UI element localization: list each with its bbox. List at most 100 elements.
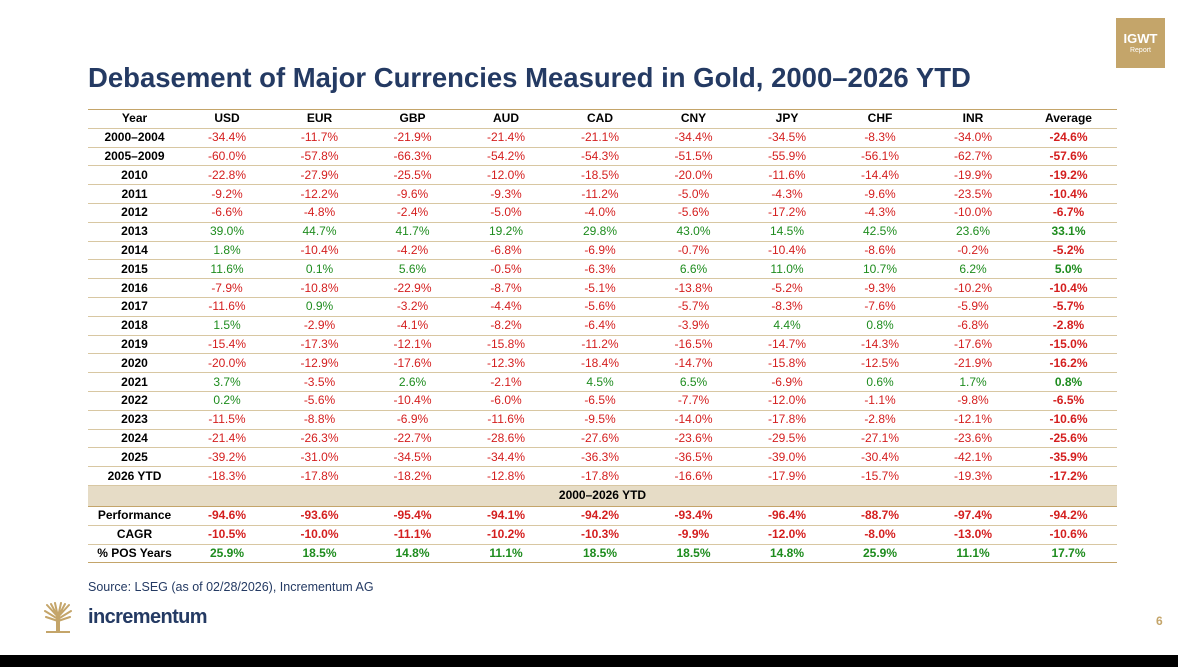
tree-logo-icon	[44, 602, 72, 633]
column-header: JPY	[740, 109, 834, 129]
average-cell: -5.2%	[1020, 241, 1117, 261]
average-cell: -19.2%	[1020, 165, 1117, 186]
average-cell: -17.2%	[1020, 466, 1117, 486]
average-cell: -10.6%	[1020, 410, 1117, 430]
table-row: 2005–2009 -60.0% -57.8% -66.3% -54.2% -54.3% -…	[88, 147, 1117, 167]
summary-row: Performance -94.6% -93.6% -95.4% -94.1% -94.2…	[88, 506, 1117, 526]
column-header: AUD	[459, 109, 553, 129]
table-row: 2010 -22.8% -27.9% -25.5% -12.0% -18.5% -20.0%…	[88, 165, 1117, 186]
value-cell: -16.6%	[647, 466, 740, 486]
year-cell: 2017	[88, 297, 181, 317]
value-cell: 2.6%	[366, 372, 459, 392]
value-cell: 11.1%	[459, 544, 553, 564]
page-number: 6	[1156, 614, 1163, 628]
section-row: 2000–2026 YTD	[88, 484, 1117, 507]
value-cell: -21.1%	[553, 128, 647, 148]
value-cell: -12.2%	[273, 184, 366, 204]
value-cell: -5.6%	[553, 297, 647, 317]
value-cell: 42.5%	[834, 222, 926, 242]
value-cell: -17.8%	[273, 466, 366, 486]
value-cell: -15.4%	[181, 335, 273, 355]
value-cell: 18.5%	[553, 544, 647, 564]
value-cell: -14.7%	[740, 335, 834, 355]
value-cell: -8.2%	[459, 316, 553, 336]
table-row: 2023 -11.5% -8.8% -6.9% -11.6% -9.5% -14.0% -17…	[88, 410, 1117, 430]
value-cell: -0.7%	[647, 241, 740, 261]
value-cell: -18.4%	[553, 353, 647, 374]
year-cell: 2011	[88, 184, 181, 204]
value-cell: -12.0%	[740, 391, 834, 411]
column-header: INR	[926, 109, 1020, 129]
value-cell: -5.1%	[553, 278, 647, 298]
value-cell: -27.6%	[553, 429, 647, 449]
value-cell: -31.0%	[273, 447, 366, 468]
value-cell: -34.0%	[926, 128, 1020, 148]
column-header: CHF	[834, 109, 926, 129]
value-cell: -6.8%	[926, 316, 1020, 336]
value-cell: -6.5%	[553, 391, 647, 411]
metric-label: Performance	[88, 506, 181, 526]
value-cell: -10.4%	[740, 241, 834, 261]
year-cell: 2005–2009	[88, 147, 181, 167]
average-cell: -57.6%	[1020, 147, 1117, 167]
value-cell: 39.0%	[181, 222, 273, 242]
value-cell: -10.4%	[273, 241, 366, 261]
value-cell: -8.6%	[834, 241, 926, 261]
value-cell: -10.0%	[273, 525, 366, 545]
table-row: 2013 39.0% 44.7% 41.7% 19.2% 29.8% 43.0% 14.5% 4…	[88, 222, 1117, 242]
year-cell: 2021	[88, 372, 181, 392]
table-row: 2011 -9.2% -12.2% -9.6% -9.3% -11.2% -5.0% -4.3…	[88, 184, 1117, 204]
value-cell: -9.3%	[834, 278, 926, 298]
value-cell: 14.8%	[740, 544, 834, 564]
value-cell: 0.6%	[834, 372, 926, 392]
average-cell: -10.6%	[1020, 525, 1117, 545]
table-header-row: Year USD EUR GBP AUD CAD CNY JPY CHF INR Average	[88, 109, 1117, 129]
value-cell: -34.5%	[366, 447, 459, 468]
value-cell: -14.7%	[647, 353, 740, 374]
value-cell: -34.4%	[459, 447, 553, 468]
value-cell: -6.9%	[553, 241, 647, 261]
currency-debasement-table: Year USD EUR GBP AUD CAD CNY JPY CHF INR Average 2…	[88, 109, 1117, 564]
column-header: Average	[1020, 109, 1117, 129]
average-cell: -6.5%	[1020, 391, 1117, 411]
table-row: 2026 YTD -18.3% -17.8% -18.2% -12.8% -17.8% -1…	[88, 466, 1117, 486]
average-cell: 0.8%	[1020, 372, 1117, 392]
value-cell: -5.0%	[647, 184, 740, 204]
value-cell: -10.2%	[926, 278, 1020, 298]
value-cell: -15.8%	[459, 335, 553, 355]
table-row: 2022 0.2% -5.6% -10.4% -6.0% -6.5% -7.7% -12.0%…	[88, 391, 1117, 411]
value-cell: -10.4%	[366, 391, 459, 411]
value-cell: -22.7%	[366, 429, 459, 449]
value-cell: -21.4%	[181, 429, 273, 449]
value-cell: -22.9%	[366, 278, 459, 298]
summary-row: CAGR -10.5% -10.0% -11.1% -10.2% -10.3% -9.9% -…	[88, 525, 1117, 545]
value-cell: -66.3%	[366, 147, 459, 167]
value-cell: 44.7%	[273, 222, 366, 242]
value-cell: -8.8%	[273, 410, 366, 430]
year-cell: 2024	[88, 429, 181, 449]
table-row: 2020 -20.0% -12.9% -17.6% -12.3% -18.4% -14.7%…	[88, 353, 1117, 374]
year-cell: 2022	[88, 391, 181, 411]
value-cell: 19.2%	[459, 222, 553, 242]
year-cell: 2015	[88, 259, 181, 280]
value-cell: 0.9%	[273, 297, 366, 317]
table-row: 2025 -39.2% -31.0% -34.5% -34.4% -36.3% -36.5%…	[88, 447, 1117, 468]
value-cell: -5.9%	[926, 297, 1020, 317]
value-cell: -36.3%	[553, 447, 647, 468]
year-cell: 2010	[88, 165, 181, 186]
year-cell: 2023	[88, 410, 181, 430]
value-cell: -8.3%	[740, 297, 834, 317]
value-cell: -3.5%	[273, 372, 366, 392]
average-cell: -16.2%	[1020, 353, 1117, 374]
value-cell: -12.9%	[273, 353, 366, 374]
value-cell: -21.9%	[366, 128, 459, 148]
value-cell: -94.1%	[459, 506, 553, 526]
average-cell: -2.8%	[1020, 316, 1117, 336]
table-row: 2015 11.6% 0.1% 5.6% -0.5% -6.3% 6.6% 11.0% 10.7…	[88, 259, 1117, 280]
value-cell: -0.2%	[926, 241, 1020, 261]
value-cell: -7.7%	[647, 391, 740, 411]
badge-subtitle: Report	[1129, 47, 1151, 54]
value-cell: -17.6%	[366, 353, 459, 374]
value-cell: -23.6%	[647, 429, 740, 449]
year-cell: 2019	[88, 335, 181, 355]
